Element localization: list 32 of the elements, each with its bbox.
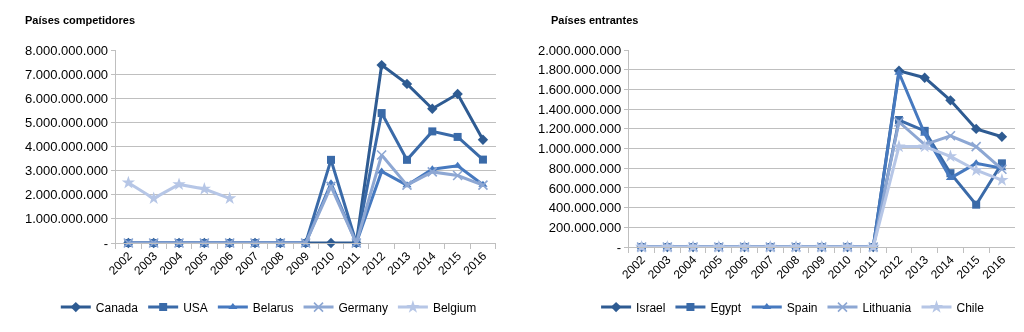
y-tick-label: 1.800.000.000 [538, 62, 622, 78]
y-tick-label: 7.000.000.000 [24, 66, 109, 82]
y-tick-label: 6.000.000.000 [24, 90, 109, 106]
y-tick-label: 400.000.000 [548, 200, 622, 216]
y-tick-label: 200.000.000 [548, 219, 622, 235]
y-tick-label: 1.600.000.000 [538, 82, 622, 98]
legend-label: Spain [786, 300, 818, 315]
y-tick-label: 4.000.000.000 [24, 139, 109, 155]
y-tick-label: - [103, 235, 109, 251]
y-tick-label: 1.000.000.000 [24, 211, 109, 227]
y-tick-label: 2.000.000.000 [24, 187, 109, 203]
legend-label: USA [183, 300, 208, 315]
legend-label: Egypt [710, 300, 742, 315]
y-tick-label: 1.400.000.000 [538, 101, 622, 117]
y-tick-label: 2.000.000.000 [538, 42, 622, 58]
y-tick-label: 600.000.000 [548, 180, 622, 196]
chart-title: Países competidores [25, 14, 136, 26]
y-tick-label: 800.000.000 [548, 160, 622, 176]
y-tick-label: 1.200.000.000 [538, 121, 622, 137]
y-tick-label: - [616, 239, 622, 255]
legend-label: Chile [956, 300, 985, 315]
legend-label: Canada [95, 300, 139, 315]
legend-label: Germany [338, 300, 388, 315]
y-tick-label: 8.000.000.000 [24, 42, 109, 58]
legend-label: Israel [636, 300, 666, 315]
legend-label: Belarus [252, 300, 294, 315]
y-tick-label: 5.000.000.000 [24, 115, 109, 131]
y-tick-label: 3.000.000.000 [24, 163, 109, 179]
legend-label: Lithuania [862, 300, 912, 315]
chart-title: Países entrantes [551, 14, 639, 26]
y-tick-label: 1.000.000.000 [538, 141, 622, 157]
legend-label: Belgium [432, 300, 477, 315]
